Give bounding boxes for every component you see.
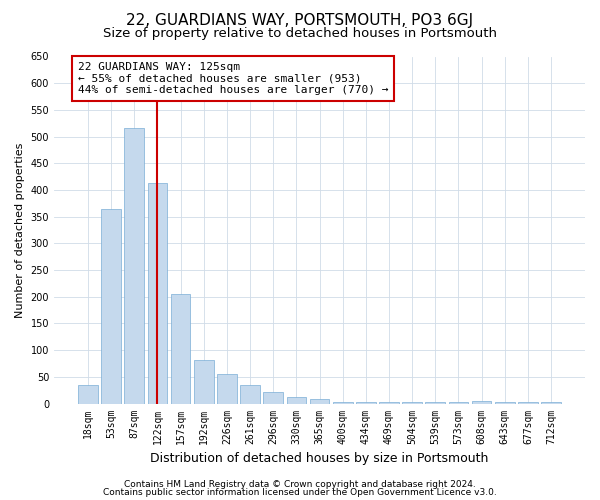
- Bar: [171, 294, 190, 404]
- Bar: [78, 385, 98, 404]
- X-axis label: Distribution of detached houses by size in Portsmouth: Distribution of detached houses by size …: [151, 452, 489, 465]
- Bar: [287, 397, 306, 404]
- Bar: [541, 402, 561, 404]
- Bar: [495, 402, 515, 404]
- Bar: [263, 392, 283, 404]
- Y-axis label: Number of detached properties: Number of detached properties: [15, 142, 25, 318]
- Bar: [333, 402, 353, 404]
- Bar: [217, 374, 237, 404]
- Bar: [124, 128, 144, 404]
- Bar: [356, 402, 376, 404]
- Text: Contains public sector information licensed under the Open Government Licence v3: Contains public sector information licen…: [103, 488, 497, 497]
- Bar: [379, 402, 399, 404]
- Text: Size of property relative to detached houses in Portsmouth: Size of property relative to detached ho…: [103, 28, 497, 40]
- Bar: [101, 208, 121, 404]
- Bar: [310, 400, 329, 404]
- Text: Contains HM Land Registry data © Crown copyright and database right 2024.: Contains HM Land Registry data © Crown c…: [124, 480, 476, 489]
- Bar: [449, 402, 468, 404]
- Bar: [240, 385, 260, 404]
- Bar: [425, 402, 445, 404]
- Text: 22, GUARDIANS WAY, PORTSMOUTH, PO3 6GJ: 22, GUARDIANS WAY, PORTSMOUTH, PO3 6GJ: [127, 12, 473, 28]
- Bar: [194, 360, 214, 404]
- Text: 22 GUARDIANS WAY: 125sqm
← 55% of detached houses are smaller (953)
44% of semi-: 22 GUARDIANS WAY: 125sqm ← 55% of detach…: [77, 62, 388, 95]
- Bar: [472, 401, 491, 404]
- Bar: [148, 183, 167, 404]
- Bar: [402, 402, 422, 404]
- Bar: [518, 402, 538, 404]
